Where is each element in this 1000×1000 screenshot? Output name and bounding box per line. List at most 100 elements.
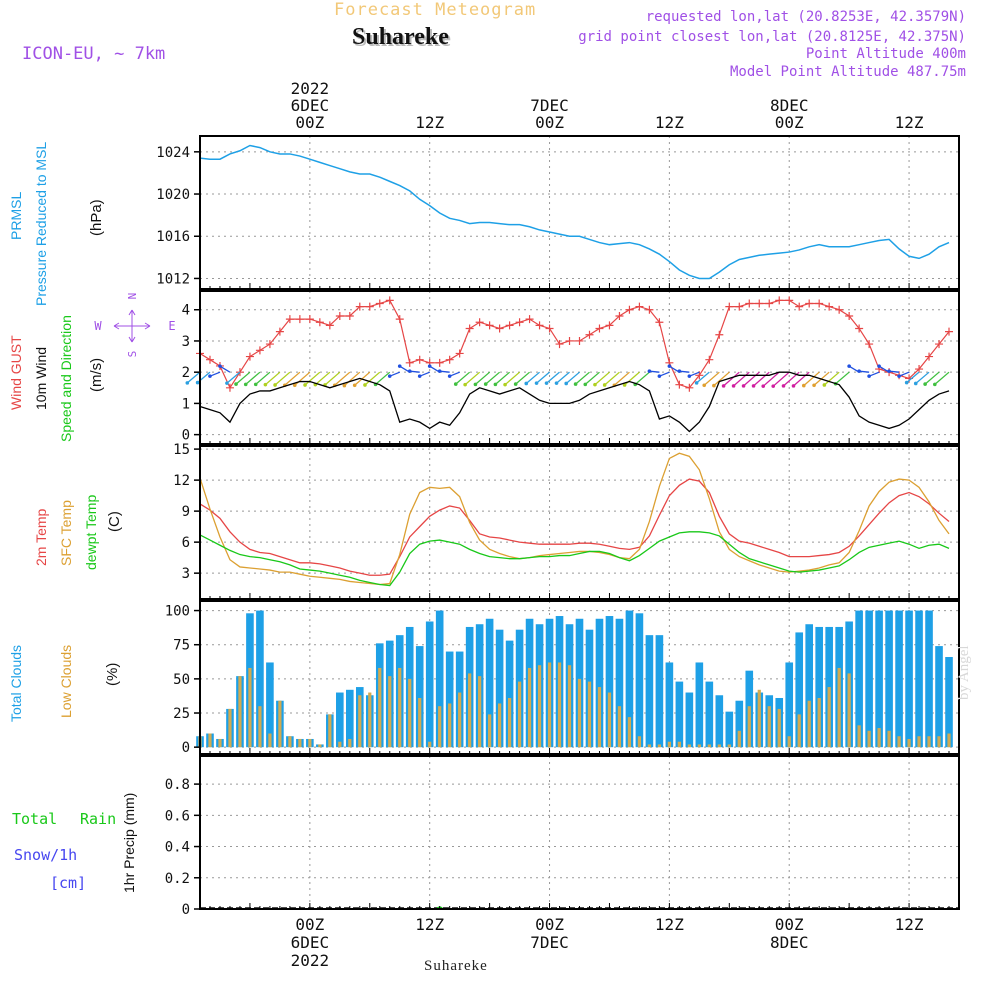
gust-marker: [595, 324, 604, 333]
gust-marker: [225, 383, 234, 392]
wind-arrow: [375, 371, 391, 385]
wind-arrow: [733, 371, 750, 387]
total-cloud-bar: [705, 681, 714, 748]
low-cloud-bar: [218, 738, 222, 748]
total-cloud-bar: [655, 635, 664, 748]
wind-arrow-head: [437, 369, 442, 373]
gust-marker: [285, 315, 294, 324]
ytick-label-temp: 3: [182, 566, 190, 582]
total-cloud-bar: [925, 610, 933, 748]
total-cloud-bar: [595, 618, 604, 748]
wind-arrow: [584, 371, 600, 385]
wind-arrow: [464, 371, 481, 386]
low-cloud-bar: [208, 733, 212, 748]
wind-arrow: [274, 371, 291, 386]
wind-arrow-head: [427, 364, 432, 368]
wind-arrow-head: [904, 380, 909, 385]
gust-marker: [925, 352, 934, 361]
low-cloud-bar: [667, 741, 671, 748]
total-cloud-bar: [735, 700, 744, 748]
low-cloud-bar: [318, 744, 322, 748]
low-cloud-bar: [697, 744, 701, 748]
compass-west: W: [94, 319, 102, 333]
low-cloud-bar: [358, 695, 362, 748]
total-cloud-bar: [685, 692, 694, 748]
low-cloud-bar: [228, 708, 232, 748]
gust-marker: [735, 302, 744, 311]
wind-arrow: [364, 371, 381, 386]
low-cloud-bar: [787, 736, 791, 748]
wind-arrow: [793, 371, 810, 387]
total-cloud-bar: [785, 662, 794, 748]
wind-arrow: [255, 371, 271, 385]
gust-marker: [795, 302, 804, 311]
wind-arrow: [284, 371, 301, 386]
label-total: Total: [12, 810, 58, 828]
bottom-time-label: 12Z: [415, 915, 444, 934]
wind-arrow-head: [857, 369, 861, 373]
label-snow: Snow/1h: [14, 846, 78, 864]
wind-arrow: [536, 371, 550, 384]
label-rain: Rain: [80, 810, 117, 828]
wind-arrow-head: [463, 382, 467, 387]
temp-2m-line: [199, 478, 950, 576]
wind-arrow-head: [524, 381, 529, 386]
label-pressure-unit: (hPa): [88, 199, 105, 236]
gust-marker: [915, 365, 924, 374]
wind-arrow-head: [554, 381, 559, 385]
wind-arrow-head: [253, 382, 258, 387]
total-cloud-bar: [805, 624, 813, 748]
wind-arrow-head: [387, 374, 392, 378]
low-cloud-bar: [777, 708, 781, 748]
compass-south: S: [126, 351, 139, 358]
low-cloud-bar: [677, 741, 681, 748]
gust-marker: [435, 358, 444, 367]
ytick-label-pressure: 1024: [156, 145, 190, 161]
gust-marker: [505, 321, 514, 330]
low-cloud-bar: [867, 730, 871, 748]
wind-arrow: [934, 371, 950, 385]
low-cloud-bar: [488, 714, 492, 748]
gust-marker: [525, 315, 534, 324]
low-cloud-bar: [288, 736, 292, 748]
top-time-label: 12Z: [895, 113, 924, 132]
gust-marker: [405, 358, 414, 367]
wind-arrow: [525, 371, 540, 384]
wind-arrow: [314, 371, 331, 386]
ytick-label-temp: 9: [182, 504, 190, 520]
gust-marker: [675, 380, 684, 389]
station-title: Suhareke: [352, 24, 449, 50]
wind-arrow-head: [667, 364, 672, 368]
total-cloud-bar: [435, 610, 444, 748]
bottom-time-label: 12Z: [655, 915, 684, 934]
total-cloud-bar: [865, 610, 873, 748]
wind-arrow-head: [771, 384, 776, 388]
wind-arrow-head: [363, 383, 367, 387]
gust-marker: [535, 321, 544, 330]
label-precip-axis: 1hr Precip (mm): [121, 792, 137, 893]
wind-arrow: [219, 365, 231, 373]
low-cloud-bar: [937, 736, 941, 748]
gust-marker: [415, 355, 424, 364]
gust-marker: [245, 352, 254, 361]
low-cloud-bar: [338, 741, 342, 748]
wind-arrow: [803, 371, 820, 387]
wind-arrow-head: [573, 382, 578, 386]
gust-marker: [445, 355, 454, 364]
gust-marker: [635, 302, 644, 311]
top-time-label: 00Z: [775, 113, 804, 132]
ytick-label-precip: 0.8: [165, 777, 190, 793]
low-cloud-bar: [577, 678, 582, 748]
label-speed-direction: Speed and Direction: [58, 315, 74, 442]
low-cloud-bar: [368, 692, 372, 748]
ytick-label-pressure: 1016: [156, 229, 190, 245]
top-time-label: 00Z: [295, 113, 324, 132]
wind-arrow-head: [342, 383, 347, 388]
label-wind-gust: Wind GUST: [8, 335, 24, 410]
gust-marker: [775, 296, 784, 305]
total-cloud-bar: [695, 662, 704, 748]
gust-marker: [205, 355, 214, 364]
gust-marker: [355, 302, 364, 311]
label-cm: [cm]: [50, 874, 87, 892]
wind-arrow: [485, 371, 501, 385]
